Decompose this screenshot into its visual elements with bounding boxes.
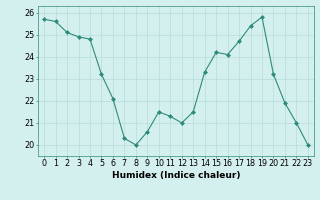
X-axis label: Humidex (Indice chaleur): Humidex (Indice chaleur) (112, 171, 240, 180)
